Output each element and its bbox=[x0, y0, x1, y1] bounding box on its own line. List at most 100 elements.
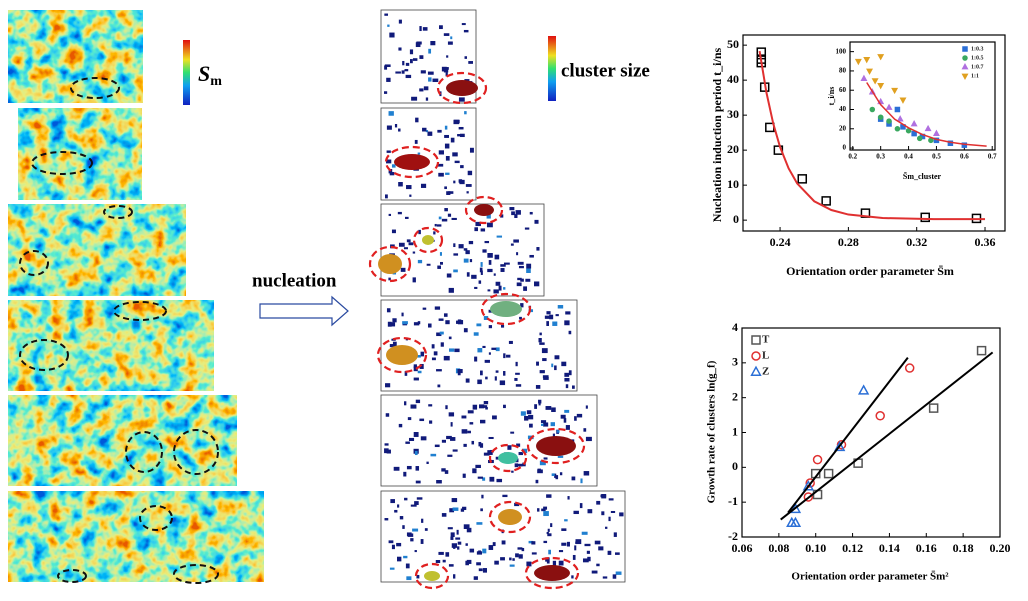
y-tick-label: 10 bbox=[727, 177, 739, 191]
cluster-dot bbox=[412, 528, 419, 532]
point bbox=[916, 135, 923, 142]
cluster-dot bbox=[474, 286, 478, 289]
cluster-dot bbox=[575, 541, 580, 544]
cluster-dot bbox=[477, 379, 482, 385]
x-tick-label: 0.10 bbox=[805, 541, 826, 555]
cluster-dot bbox=[508, 340, 513, 344]
cluster-dot bbox=[503, 404, 506, 409]
cluster-dot bbox=[552, 560, 557, 566]
cluster-dot bbox=[448, 287, 454, 293]
cluster-dot bbox=[446, 435, 452, 440]
cluster-dot bbox=[451, 498, 458, 503]
point bbox=[866, 68, 873, 75]
point bbox=[961, 142, 968, 148]
cluster-dot bbox=[519, 316, 522, 320]
cluster-dot bbox=[418, 229, 421, 235]
cluster-dot bbox=[487, 253, 493, 258]
cluster-dot bbox=[460, 165, 464, 169]
cluster-dot bbox=[558, 560, 564, 566]
cluster-dot bbox=[551, 407, 556, 413]
cluster-dot bbox=[563, 418, 567, 423]
cluster-dot bbox=[556, 430, 560, 433]
cluster-dot bbox=[384, 91, 388, 94]
point bbox=[857, 384, 870, 395]
cluster-dot bbox=[466, 272, 470, 277]
point bbox=[871, 78, 879, 85]
cluster-dot bbox=[538, 402, 541, 406]
cluster-outline bbox=[368, 245, 412, 283]
cluster-dot bbox=[414, 550, 417, 553]
cluster-dot bbox=[445, 156, 450, 161]
cluster-dot bbox=[511, 470, 514, 473]
cluster-dot bbox=[436, 480, 442, 484]
cluster-dot bbox=[391, 164, 396, 168]
x-tick-label: 0.20 bbox=[990, 541, 1011, 555]
legend-marker bbox=[961, 63, 969, 70]
cluster-dot bbox=[406, 465, 412, 470]
cluster-dot bbox=[457, 320, 464, 325]
cluster-dot bbox=[460, 133, 465, 138]
point bbox=[904, 363, 915, 373]
cluster-dot bbox=[583, 428, 587, 432]
y-tick-label: 0 bbox=[733, 212, 739, 226]
arrow bbox=[259, 295, 349, 327]
cluster bbox=[474, 204, 494, 216]
cluster-dot bbox=[469, 259, 473, 263]
cluster-dot bbox=[566, 541, 570, 547]
cluster-dot bbox=[583, 471, 590, 476]
cluster-dot bbox=[524, 227, 530, 230]
cluster-dot bbox=[444, 143, 450, 149]
cluster-dot bbox=[539, 332, 542, 336]
y-tick-label: 80 bbox=[839, 67, 847, 75]
cluster-dot bbox=[435, 560, 441, 564]
cluster-dot bbox=[607, 550, 612, 555]
cluster bbox=[534, 565, 570, 581]
y-tick-label: 100 bbox=[836, 47, 847, 55]
cluster-dot bbox=[394, 509, 398, 513]
cluster-dot bbox=[480, 262, 483, 267]
cluster-dot bbox=[419, 55, 424, 59]
cluster-dot bbox=[515, 372, 520, 375]
cluster-dot bbox=[506, 354, 511, 358]
symbol: S bbox=[198, 61, 210, 86]
cluster-dot bbox=[555, 314, 559, 317]
cluster-dot bbox=[448, 191, 454, 194]
cluster-dot bbox=[480, 270, 483, 275]
region-outline bbox=[125, 431, 163, 473]
cluster-dot bbox=[404, 69, 409, 72]
cluster-dot bbox=[568, 370, 572, 376]
cluster-dot bbox=[520, 411, 526, 416]
cluster-dot bbox=[397, 504, 400, 508]
cluster-dot bbox=[431, 357, 436, 361]
cluster bbox=[378, 254, 402, 274]
cluster-dot bbox=[492, 542, 496, 547]
cluster-dot bbox=[393, 466, 400, 471]
y-tick-label: 40 bbox=[727, 72, 739, 86]
cluster-dot bbox=[514, 377, 518, 381]
cluster-dot bbox=[531, 541, 536, 545]
cluster-dot bbox=[431, 344, 435, 349]
cluster-dot bbox=[541, 423, 544, 426]
cluster-dot bbox=[546, 321, 550, 326]
field-map bbox=[7, 394, 238, 487]
cluster-dot bbox=[500, 557, 505, 561]
cluster-dot bbox=[482, 249, 487, 253]
cluster-dot bbox=[552, 433, 555, 439]
cluster-dot bbox=[453, 269, 458, 273]
cluster-dot bbox=[535, 479, 539, 484]
cluster-dot bbox=[398, 47, 402, 51]
legend-label: 1:0.7 bbox=[971, 64, 984, 70]
cluster-dot bbox=[445, 72, 448, 77]
cluster-dot bbox=[537, 468, 541, 472]
cluster-dot bbox=[463, 524, 470, 530]
cluster-dot bbox=[560, 414, 566, 419]
cluster-dot bbox=[398, 19, 402, 24]
cluster-dot bbox=[546, 311, 551, 315]
cluster-dot bbox=[488, 325, 493, 329]
cluster-dot bbox=[601, 511, 605, 516]
cluster-map bbox=[380, 203, 545, 297]
cluster-dot bbox=[439, 252, 442, 256]
cluster-dot bbox=[510, 431, 515, 434]
